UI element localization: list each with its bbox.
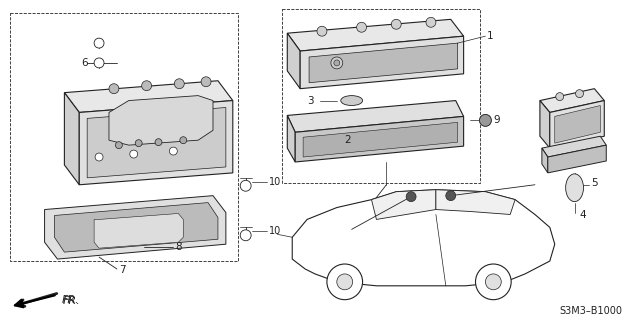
Circle shape: [155, 139, 162, 146]
Circle shape: [109, 84, 119, 94]
Polygon shape: [287, 116, 295, 162]
Polygon shape: [436, 190, 515, 214]
Circle shape: [95, 153, 103, 161]
Circle shape: [240, 180, 251, 191]
Text: 2: 2: [345, 135, 352, 145]
Circle shape: [337, 274, 353, 290]
Circle shape: [130, 150, 138, 158]
Text: 8: 8: [175, 242, 182, 252]
Polygon shape: [555, 106, 600, 143]
Text: 5: 5: [591, 178, 598, 188]
Polygon shape: [292, 190, 555, 286]
Polygon shape: [542, 136, 606, 157]
Text: 4: 4: [580, 211, 586, 220]
Circle shape: [331, 57, 343, 69]
Polygon shape: [287, 100, 464, 132]
Polygon shape: [550, 100, 605, 148]
Circle shape: [446, 191, 455, 201]
Circle shape: [576, 90, 583, 98]
Circle shape: [240, 230, 251, 241]
Circle shape: [391, 19, 401, 29]
Circle shape: [317, 26, 327, 36]
Ellipse shape: [341, 96, 362, 106]
Polygon shape: [55, 203, 218, 252]
Circle shape: [135, 140, 142, 147]
Bar: [10, 13, 238, 261]
Circle shape: [180, 137, 187, 144]
Circle shape: [201, 77, 211, 87]
Circle shape: [94, 58, 104, 68]
Polygon shape: [540, 89, 605, 112]
Polygon shape: [295, 116, 464, 162]
Circle shape: [480, 115, 491, 126]
Circle shape: [406, 192, 416, 202]
Text: 1: 1: [487, 31, 493, 41]
Circle shape: [175, 79, 184, 89]
Text: S3M3–B1000: S3M3–B1000: [560, 306, 623, 316]
Circle shape: [426, 17, 436, 27]
Polygon shape: [87, 108, 226, 178]
Polygon shape: [303, 122, 457, 157]
Text: 10: 10: [268, 177, 281, 187]
Polygon shape: [287, 33, 300, 89]
Polygon shape: [45, 196, 226, 259]
Bar: [282, 9, 480, 183]
Circle shape: [141, 81, 152, 91]
Polygon shape: [64, 92, 79, 185]
Circle shape: [485, 274, 501, 290]
Polygon shape: [300, 36, 464, 89]
Polygon shape: [309, 43, 457, 83]
Circle shape: [115, 142, 122, 148]
Ellipse shape: [566, 174, 583, 202]
Polygon shape: [548, 145, 606, 173]
Text: 10: 10: [268, 226, 281, 236]
Text: FR.: FR.: [62, 296, 80, 306]
Circle shape: [327, 264, 362, 300]
Polygon shape: [109, 96, 213, 145]
Polygon shape: [94, 213, 183, 248]
Text: 3: 3: [307, 96, 313, 106]
Polygon shape: [540, 100, 550, 148]
Circle shape: [334, 60, 340, 66]
Circle shape: [94, 38, 104, 48]
Polygon shape: [64, 81, 233, 112]
Text: FR.: FR.: [61, 295, 79, 305]
Circle shape: [555, 92, 564, 100]
Polygon shape: [79, 100, 233, 185]
Circle shape: [357, 22, 366, 32]
Circle shape: [169, 147, 177, 155]
Polygon shape: [371, 190, 436, 220]
Polygon shape: [542, 148, 548, 173]
Polygon shape: [287, 19, 464, 51]
Text: 6: 6: [82, 58, 88, 68]
Text: 7: 7: [119, 265, 125, 275]
Text: 9: 9: [493, 116, 500, 125]
Circle shape: [475, 264, 511, 300]
